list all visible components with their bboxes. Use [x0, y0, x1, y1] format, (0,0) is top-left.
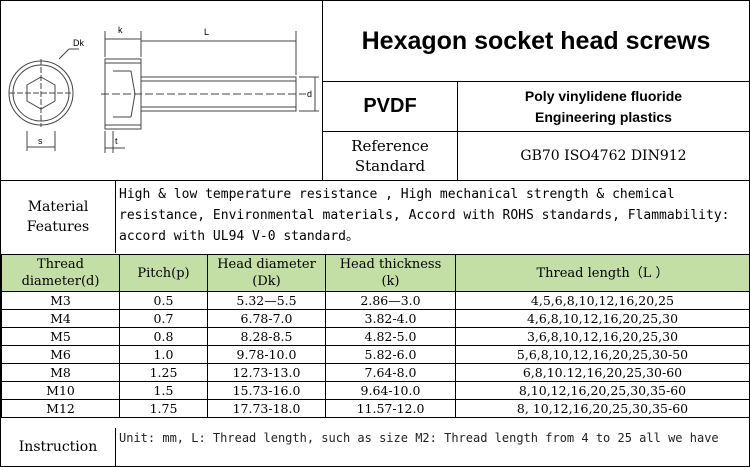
cell-lengths: 4,6,8,10,12,16,20,25,30 [455, 309, 750, 328]
cell-pitch: 0.7 [119, 309, 208, 328]
l-label: L [204, 27, 209, 37]
cell-pitch: 0.8 [119, 327, 208, 346]
cell-head-thickness: 11.57-12.0 [325, 399, 456, 418]
header-head-thickness: Head thickness (k) [325, 254, 456, 292]
cell-lengths: 6,8,10.12,16,20,25,30-60 [455, 363, 750, 382]
cell-size: M5 [1, 327, 120, 346]
features-text: High & low temperature resistance , High… [119, 187, 730, 244]
cell-lengths: 8,10,12,16,20,25,30,35-60 [455, 381, 750, 400]
cell-head-thickness: 5.82-6.0 [325, 345, 456, 364]
screw-drawing: Dk s k L d [8, 25, 319, 153]
spec-table: Thread diameter(d) Pitch(p) Head diamete… [1, 254, 750, 418]
reference-label-line1: Reference [351, 137, 429, 155]
table-row: M6 1.0 9.78-10.0 5.82-6.0 5,6,8,10,12,16… [1, 345, 750, 364]
page-title: Hexagon socket head screws [323, 1, 749, 82]
divider [0, 180, 750, 181]
dk-label: Dk [73, 38, 84, 48]
header-head-diameter: Head diameter (Dk) [207, 254, 326, 292]
s-label: s [38, 136, 43, 146]
header-head-diameter-line1: Head diameter [217, 257, 316, 272]
cell-lengths: 8, 10,12,16,20,25,30,35-60 [455, 399, 750, 418]
features-label: Material Features [1, 181, 116, 253]
cell-size: M10 [1, 381, 120, 400]
k-label: k [118, 25, 123, 35]
cell-lengths: 4,5,6,8,10,12,16,20,25 [455, 291, 750, 310]
cell-size: M3 [1, 291, 120, 310]
header-head-diameter-line2: (Dk) [252, 274, 281, 289]
screw-side-view [101, 31, 319, 153]
cell-head-diameter: 6.78-7.0 [207, 309, 326, 328]
table-row: M8 1.25 12.73-13.0 7.64-8.0 6,8,10.12,16… [1, 363, 750, 382]
cell-lengths: 3,6,8,10,12,16,20,25,30 [455, 327, 750, 346]
header-thread-length: Thread length（L ） [455, 254, 750, 292]
cell-head-diameter: 9.78-10.0 [207, 345, 326, 364]
reference-value: GB70 ISO4762 DIN912 [520, 148, 687, 164]
instruction-text: Unit: mm, L: Thread length, such as size… [119, 431, 719, 445]
t-label: t [115, 136, 118, 146]
features-label-line1: Material [27, 199, 89, 215]
reference-label-line2: Standard [354, 157, 426, 175]
table-row: M4 0.7 6.78-7.0 3.82-4.0 4,6,8,10,12,16,… [1, 309, 750, 328]
cell-head-diameter: 12.73-13.0 [207, 363, 326, 382]
cell-pitch: 1.5 [119, 381, 208, 400]
table-row: M10 1.5 15.73-16.0 9.64-10.0 8,10,12,16,… [1, 381, 750, 400]
header-head-thickness-line2: (k) [381, 274, 400, 289]
reference-label: Reference Standard [323, 132, 458, 180]
material-name: Poly vinylidene fluoride Engineering pla… [458, 82, 749, 132]
table-row: M12 1.75 17.73-18.0 11.57-12.0 8, 10,12,… [1, 399, 750, 418]
cell-head-thickness: 4.82-5.0 [325, 327, 456, 346]
header-pitch: Pitch(p) [119, 254, 208, 292]
instruction-label: Instruction [1, 428, 116, 466]
cell-head-thickness: 3.82-4.0 [325, 309, 456, 328]
cell-head-thickness: 2.86—3.0 [325, 291, 456, 310]
cell-lengths: 5,6,8,10,12,16,20,25,30-50 [455, 345, 750, 364]
cell-head-thickness: 7.64-8.0 [325, 363, 456, 382]
cell-size: M8 [1, 363, 120, 382]
table-row: M3 0.5 5.32—5.5 2.86—3.0 4,5,6,8,10,12,1… [1, 291, 750, 310]
cell-pitch: 1.0 [119, 345, 208, 364]
cell-pitch: 1.25 [119, 363, 208, 382]
header-thread-diameter: Thread diameter(d) [1, 254, 120, 292]
d-label: d [307, 89, 312, 99]
material-name-line2: Engineering plastics [535, 108, 672, 125]
cell-head-diameter: 17.73-18.0 [207, 399, 326, 418]
cell-pitch: 1.75 [119, 399, 208, 418]
head-front-view [8, 48, 79, 151]
material-code: PVDF [323, 82, 458, 132]
cell-head-thickness: 9.64-10.0 [325, 381, 456, 400]
header-head-thickness-line1: Head thickness [339, 257, 442, 272]
table-row: M5 0.8 8.28-8.5 4.82-5.0 3,6,8,10,12,16,… [1, 327, 750, 346]
features-label-line2: Features [26, 219, 90, 235]
screw-diagram: Dk s k L d [1, 1, 323, 180]
material-name-line1: Poly vinylidene fluoride [524, 87, 683, 104]
cell-head-diameter: 5.32—5.5 [207, 291, 326, 310]
cell-size: M12 [1, 399, 120, 418]
cell-size: M6 [1, 345, 120, 364]
cell-pitch: 0.5 [119, 291, 208, 310]
cell-head-diameter: 15.73-16.0 [207, 381, 326, 400]
cell-size: M4 [1, 309, 120, 328]
table-header-row: Thread diameter(d) Pitch(p) Head diamete… [1, 254, 750, 292]
cell-head-diameter: 8.28-8.5 [207, 327, 326, 346]
